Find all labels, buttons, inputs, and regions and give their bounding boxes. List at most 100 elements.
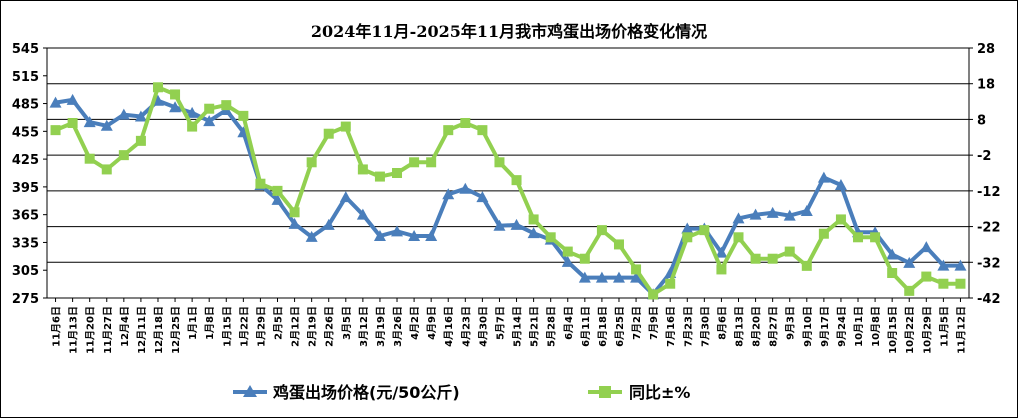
x-tick-label: 4月2日 (409, 306, 421, 340)
legend-item-price: 鸡蛋出场价格(元/50公斤) (233, 383, 460, 402)
x-tick-label: 3月26日 (392, 306, 404, 347)
x-tick-label: 1月15日 (221, 306, 233, 347)
data-point-triangle (681, 222, 694, 234)
x-tick-label: 5月21日 (529, 306, 541, 347)
data-point-triangle (766, 206, 779, 218)
data-point-triangle (920, 241, 933, 253)
data-point-square (699, 225, 710, 236)
data-point-square (921, 271, 932, 282)
x-tick-label: 1月8日 (204, 306, 216, 340)
x-tick-label: 7月30日 (699, 306, 711, 347)
data-point-square (84, 153, 95, 164)
data-point-square (289, 207, 300, 218)
legend-label-price: 鸡蛋出场价格(元/50公斤) (272, 383, 460, 402)
series-price (49, 93, 967, 300)
data-point-square (170, 89, 181, 100)
left-tick-label: 485 (12, 98, 39, 113)
data-point-square (426, 157, 437, 168)
right-tick-label: -42 (977, 292, 1001, 307)
data-point-triangle (800, 204, 813, 216)
x-tick-label: 7月9日 (648, 306, 660, 340)
data-point-triangle (49, 96, 62, 108)
axes (46, 48, 970, 299)
x-tick-label: 5月7日 (494, 306, 506, 340)
legend-label-yoy: 同比±% (629, 383, 690, 402)
series-line (55, 97, 961, 297)
chart-title: 2024年11月-2025年11月我市鸡蛋出场价格变化情况 (310, 22, 708, 41)
data-point-triangle (100, 119, 113, 131)
data-point-triangle (476, 191, 489, 203)
data-point-triangle (339, 191, 352, 203)
x-tick-label: 6月11日 (580, 306, 592, 347)
data-point-triangle (322, 218, 335, 230)
data-point-triangle (817, 171, 830, 183)
x-tick-label: 11月6日 (51, 306, 63, 347)
data-point-triangle (578, 271, 591, 283)
x-tick-label: 7月16日 (665, 306, 677, 347)
data-point-triangle (391, 225, 404, 237)
data-point-triangle (612, 271, 625, 283)
data-point-square (67, 118, 78, 128)
x-tick-label: 9月17日 (819, 306, 831, 347)
data-point-square (528, 214, 539, 225)
right-tick-label: 28 (977, 42, 995, 57)
left-tick-label: 515 (12, 70, 39, 85)
x-tick-label: 11月13日 (68, 306, 80, 354)
left-tick-label: 545 (12, 42, 39, 57)
x-tick-label: 9月10日 (802, 306, 814, 347)
left-axis-ticks: 275 305 335 365 395 425 455 485 515 545 (12, 42, 47, 307)
x-tick-label: 3月12日 (358, 306, 370, 347)
data-point-square (50, 125, 61, 136)
data-point-square (272, 185, 283, 196)
data-point-triangle (937, 259, 950, 271)
legend: 鸡蛋出场价格(元/50公斤) 同比±% (233, 383, 690, 402)
data-point-square (648, 289, 659, 300)
x-tick-label: 11月12日 (955, 306, 967, 354)
x-tick-label: 2月12日 (290, 306, 302, 347)
data-point-square (733, 232, 744, 243)
x-tick-label: 8月6日 (716, 306, 728, 340)
legend-item-yoy: 同比±% (588, 383, 690, 402)
data-point-square (545, 232, 556, 243)
data-point-square (818, 228, 829, 239)
x-tick-label: 12月18日 (153, 306, 165, 354)
x-tick-label: 11月27日 (102, 306, 114, 354)
data-point-triangle (408, 229, 421, 241)
x-tick-label: 8月13日 (734, 306, 746, 347)
x-tick-label: 10月1日 (853, 306, 865, 347)
data-point-square (374, 171, 385, 182)
data-point-square (938, 278, 949, 289)
data-point-square (853, 232, 864, 243)
series-yoy (50, 82, 966, 300)
x-tick-label: 5月28日 (546, 306, 558, 347)
data-point-triangle (117, 108, 130, 120)
data-point-triangle (169, 101, 182, 113)
data-point-square (306, 157, 317, 168)
data-point-square (767, 253, 778, 264)
data-point-triangle (459, 182, 472, 194)
x-tick-label: 10月8日 (870, 306, 882, 347)
x-tick-label: 5月14日 (512, 306, 524, 347)
right-axis-ticks: -42 -32 -22 -12 -2 8 18 28 (969, 42, 1001, 307)
right-tick-label: 18 (977, 78, 995, 93)
x-tick-label: 7月2日 (631, 306, 643, 340)
x-tick-label: 2月19日 (307, 306, 319, 347)
data-point-triangle (186, 106, 199, 118)
x-axis-ticks: 11月6日 11月13日 11月20日 11月27日 12月4日 12月11日 12月18日… (51, 298, 967, 354)
data-point-square (631, 264, 642, 275)
data-point-square (477, 125, 488, 136)
data-point-square (392, 168, 403, 178)
data-point-triangle (715, 246, 728, 258)
data-point-square (221, 100, 232, 111)
legend-square-marker (599, 386, 611, 398)
data-point-square (135, 135, 146, 146)
data-point-triangle (288, 217, 301, 229)
data-point-square (887, 268, 898, 278)
data-point-triangle (442, 188, 455, 200)
data-point-square (443, 125, 454, 136)
data-point-triangle (834, 179, 847, 191)
data-point-triangle (783, 209, 796, 221)
left-tick-label: 365 (12, 209, 39, 224)
data-point-square (409, 157, 420, 168)
